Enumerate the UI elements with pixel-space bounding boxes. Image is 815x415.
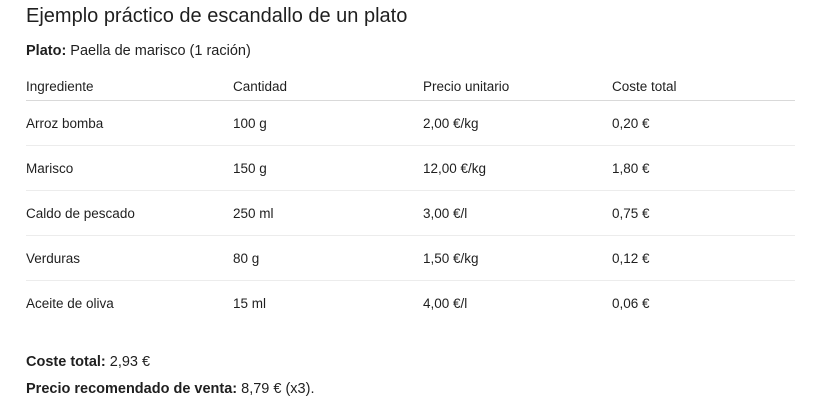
table-cell: 12,00 €/kg (423, 145, 612, 191)
table-cell: Marisco (26, 145, 233, 191)
summary-label: Coste total: (26, 354, 106, 370)
dish-line: Plato: Paella de marisco (1 ración) (26, 43, 251, 59)
column-header: Ingrediente (26, 72, 233, 101)
table-cell: 100 g (233, 100, 423, 146)
table-cell: Verduras (26, 235, 233, 281)
table-cell: 250 ml (233, 190, 423, 236)
column-header: Coste total (612, 72, 795, 101)
dish-label: Plato: (26, 43, 67, 59)
table-cell: 150 g (233, 145, 423, 191)
table-row: Marisco 150 g 12,00 €/kg 1,80 € (26, 145, 795, 191)
table-cell: Arroz bomba (26, 100, 233, 146)
table-cell: 1,50 €/kg (423, 235, 612, 281)
table-cell: 4,00 €/l (423, 295, 468, 311)
table-cell: 3,00 €/l (423, 190, 612, 236)
table-body: Arroz bomba 100 g 2,00 €/kg 0,20 € Marisco 15… (26, 100, 795, 326)
table-row: Arroz bomba 100 g 2,00 €/kg 0,20 € (26, 100, 795, 146)
table-cell: 0,75 € (612, 190, 795, 236)
table-cell: 0,12 € (612, 235, 795, 281)
table-cell: Aceite de oliva (26, 295, 114, 311)
table-row: Caldo de pescado 250 ml 3,00 €/l 0,75 € (26, 190, 795, 236)
table-cell: 2,00 €/kg (423, 100, 612, 146)
table-cell: 0,20 € (612, 100, 795, 146)
summary-value: 2,93 € (109, 354, 151, 370)
summary-value: 8,79 € (x3). (241, 381, 315, 397)
column-header: Cantidad (233, 72, 423, 101)
table-row: Aceite de oliva 15 ml 4,00 €/l 0,06 € (26, 281, 795, 326)
table-cell: 80 g (233, 235, 423, 281)
cost-table: Ingrediente Cantidad Precio unitario Coste … (26, 72, 795, 325)
title: Ejemplo práctico de escandallo de un pla… (26, 5, 408, 27)
table-cell: 0,06 € (612, 295, 650, 311)
summary-line: Coste total: 2,93 € (26, 354, 150, 370)
header-row: Ingrediente Cantidad Precio unitario Coste … (26, 72, 795, 101)
table-cell: 15 ml (233, 295, 267, 311)
column-header: Precio unitario (423, 72, 612, 101)
table-cell: Caldo de pescado (26, 190, 233, 236)
table-row: Verduras 80 g 1,50 €/kg 0,12 € (26, 235, 795, 281)
dish-value: Paella de marisco (1 ración) (70, 43, 251, 59)
summary-label: Precio recomendado de venta: (26, 381, 238, 397)
summary-line: Precio recomendado de venta: 8,79 € (x3). (26, 381, 314, 397)
table-cell: 1,80 € (612, 145, 795, 191)
